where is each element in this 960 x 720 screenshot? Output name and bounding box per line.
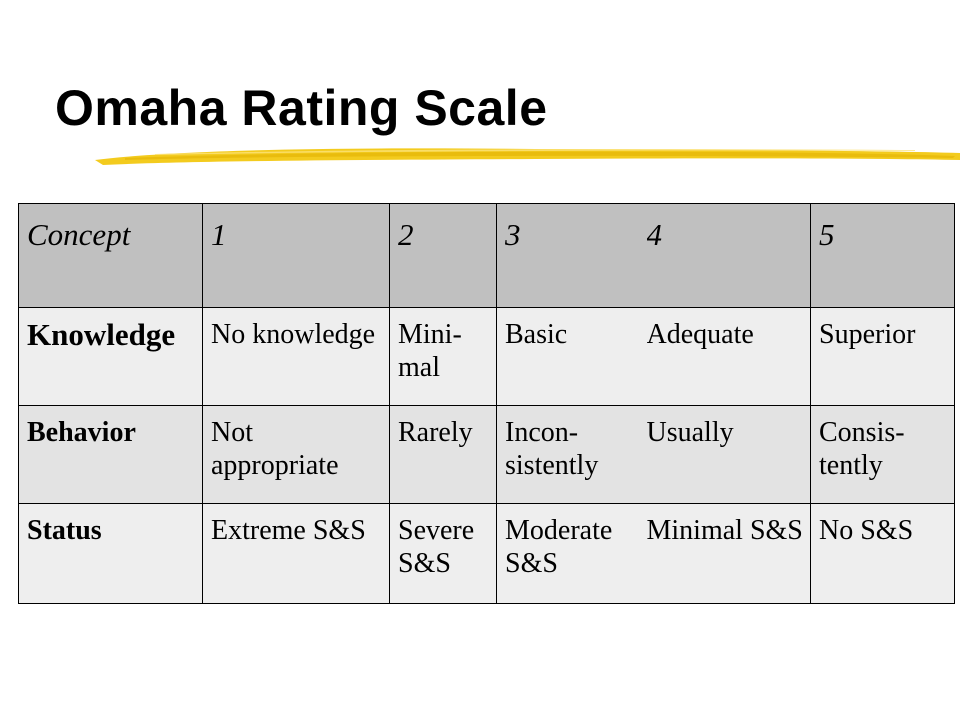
cell-status-2: Severe S&S	[389, 503, 497, 604]
header-rating-1: 1	[202, 203, 390, 308]
title-underline-stroke	[95, 148, 960, 165]
row-concept-knowledge: Knowledge	[18, 307, 203, 406]
rating-table: Concept 1 2 3 4 5 Knowledge No knowledge…	[18, 203, 955, 604]
cell-knowledge-1: No knowledge	[202, 307, 390, 406]
cell-knowledge-2: Mini-mal	[389, 307, 497, 406]
row-concept-behavior: Behavior	[18, 405, 203, 504]
cell-status-5: No S&S	[810, 503, 955, 604]
cell-behavior-2: Rarely	[389, 405, 497, 504]
header-rating-5: 5	[810, 203, 955, 308]
table-row: Knowledge No knowledge Mini-mal Basic Ad…	[18, 307, 955, 406]
header-rating-4: 4	[646, 203, 811, 308]
header-rating-2: 2	[389, 203, 497, 308]
cell-behavior-5: Consis-tently	[810, 405, 955, 504]
cell-knowledge-3: Basic	[496, 307, 647, 406]
header-concept: Concept	[18, 203, 203, 308]
cell-status-1: Extreme S&S	[202, 503, 390, 604]
row-concept-status: Status	[18, 503, 203, 604]
header-rating-3: 3	[496, 203, 647, 308]
cell-knowledge-4: Adequate	[646, 307, 811, 406]
cell-behavior-3: Incon-sistently	[496, 405, 647, 504]
cell-behavior-1: Not appropriate	[202, 405, 390, 504]
table-row: Status Extreme S&S Severe S&S Moderate S…	[18, 503, 955, 604]
table-row: Behavior Not appropriate Rarely Incon-si…	[18, 405, 955, 504]
cell-knowledge-5: Superior	[810, 307, 955, 406]
cell-status-4: Minimal S&S	[646, 503, 811, 604]
table-header-row: Concept 1 2 3 4 5	[18, 203, 955, 308]
cell-behavior-4: Usually	[646, 405, 811, 504]
cell-status-3: Moderate S&S	[496, 503, 647, 604]
slide-title: Omaha Rating Scale	[55, 80, 548, 136]
